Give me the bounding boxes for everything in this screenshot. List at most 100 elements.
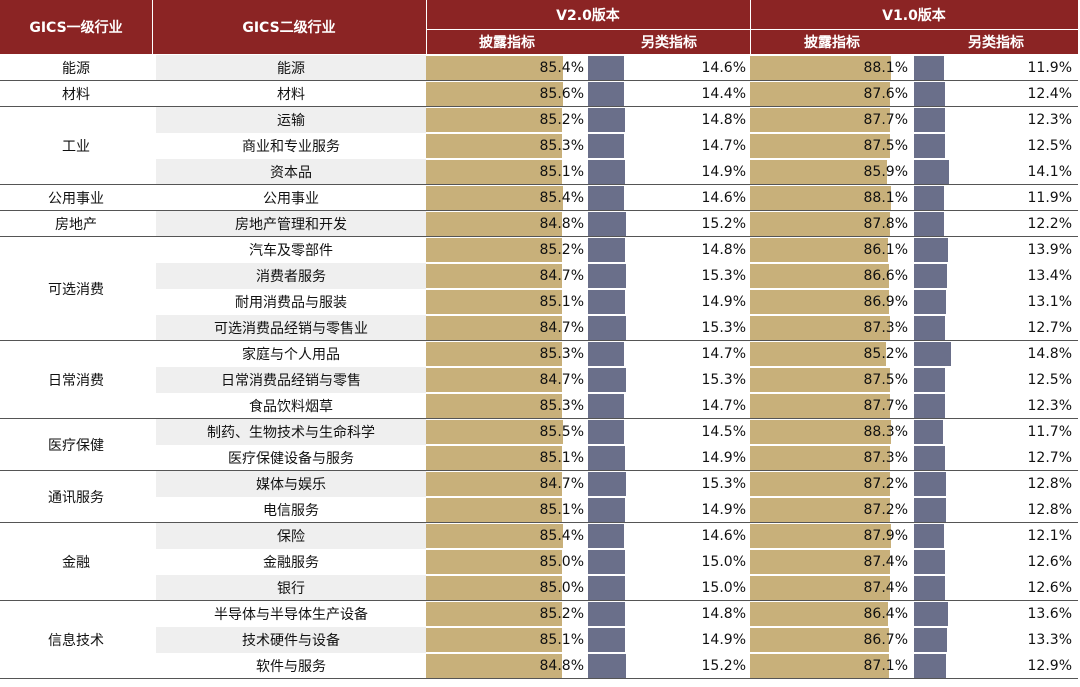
- v1-disclosure-value: 88.1%: [863, 190, 908, 206]
- gics2-label: 商业和专业服务: [242, 139, 340, 155]
- v1-alternative-value: 11.9%: [1027, 60, 1072, 76]
- v2-alternative-cell: 14.6%: [588, 186, 748, 210]
- v2-disclosure-value: 85.1%: [539, 294, 584, 310]
- v2-disclosure-bar: [426, 186, 563, 210]
- gics2-label: 制药、生物技术与生命科学: [156, 419, 426, 445]
- v2-disclosure-bar: [426, 134, 563, 158]
- v2-disclosure-value: 85.2%: [539, 606, 584, 622]
- v2-alternative-cell: 14.9%: [588, 498, 748, 522]
- v2-alternative-value: 14.9%: [701, 450, 746, 466]
- v1-disclosure-bar: [750, 316, 890, 340]
- table-row: 公用事业 85.4% 14.6% 88.1% 11.9%: [152, 185, 1078, 211]
- v2-disclosure-bar: [426, 342, 563, 366]
- v2-disclosure-value: 85.3%: [539, 398, 584, 414]
- v2-disclosure-cell: 85.4%: [426, 186, 586, 210]
- v2-alternative-value: 15.0%: [701, 554, 746, 570]
- v1-alternative-cell: 11.9%: [914, 56, 1074, 80]
- v2-alternative-cell: 14.6%: [588, 524, 748, 548]
- v2-alternative-bar: [588, 316, 626, 340]
- gics2-label: 家庭与个人用品: [242, 347, 340, 363]
- group-separator: [0, 236, 1078, 237]
- v1-alternative-bar: [914, 446, 946, 470]
- v2-alternative-value: 14.9%: [701, 164, 746, 180]
- v1-disclosure-cell: 87.7%: [750, 108, 910, 132]
- v2-disclosure-value: 85.6%: [539, 86, 584, 102]
- v2-alternative-value: 15.3%: [701, 320, 746, 336]
- v1-disclosure-bar: [750, 186, 891, 210]
- gics1-label: 房地产: [0, 211, 152, 237]
- v1-alternative-cell: 12.7%: [914, 446, 1074, 470]
- v1-disclosure-bar: [750, 264, 889, 288]
- gics1-label: 金融: [0, 523, 152, 601]
- v1-alternative-cell: 13.9%: [914, 238, 1074, 262]
- v1-disclosure-value: 85.9%: [863, 164, 908, 180]
- v2-alternative-cell: 15.3%: [588, 316, 748, 340]
- v2-disclosure-bar: [426, 160, 563, 184]
- v2-alternative-value: 14.7%: [701, 398, 746, 414]
- gics1-label: 信息技术: [0, 601, 152, 679]
- v1-disclosure-cell: 86.6%: [750, 264, 910, 288]
- v1-disclosure-bar: [750, 472, 890, 496]
- v1-disclosure-cell: 87.6%: [750, 82, 910, 106]
- v1-alternative-bar: [914, 654, 946, 678]
- gics1-label: 通讯服务: [0, 471, 152, 523]
- v1-disclosure-value: 87.2%: [863, 476, 908, 492]
- v1-alternative-cell: 11.9%: [914, 186, 1074, 210]
- v1-disclosure-value: 87.4%: [863, 554, 908, 570]
- v2-disclosure-bar: [426, 524, 563, 548]
- v1-alternative-value: 12.1%: [1027, 528, 1072, 544]
- v2-disclosure-bar: [426, 316, 562, 340]
- v1-alternative-bar: [914, 394, 945, 418]
- v1-disclosure-cell: 85.2%: [750, 342, 910, 366]
- v2-alternative-bar: [588, 394, 625, 418]
- v1-alternative-value: 13.4%: [1027, 268, 1072, 284]
- v1-disclosure-value: 86.9%: [863, 294, 908, 310]
- v1-disclosure-bar: [750, 524, 891, 548]
- v1-disclosure-value: 87.3%: [863, 450, 908, 466]
- v2-disclosure-cell: 85.3%: [426, 394, 586, 418]
- v2-disclosure-value: 84.8%: [539, 658, 584, 674]
- v1-disclosure-bar: [750, 628, 889, 652]
- gics2-label: 房地产管理和开发: [156, 211, 426, 237]
- v2-alternative-cell: 15.0%: [588, 550, 748, 574]
- v2-alternative-value: 14.4%: [701, 86, 746, 102]
- v2-alternative-bar: [588, 654, 626, 678]
- v1-alternative-bar: [914, 316, 946, 340]
- v2-alternative-cell: 14.6%: [588, 56, 748, 80]
- v2-alternative-bar: [588, 212, 626, 236]
- v1-disclosure-bar: [750, 498, 890, 522]
- v2-alternative-cell: 14.7%: [588, 134, 748, 158]
- header-gics2: GICS二级行业: [152, 0, 426, 54]
- v2-alternative-bar: [588, 368, 626, 392]
- v1-alternative-cell: 12.2%: [914, 212, 1074, 236]
- v1-alternative-value: 12.7%: [1027, 320, 1072, 336]
- v1-alternative-value: 14.8%: [1027, 346, 1072, 362]
- v2-alternative-value: 15.0%: [701, 580, 746, 596]
- v1-disclosure-bar: [750, 368, 890, 392]
- v1-alternative-value: 12.7%: [1027, 450, 1072, 466]
- v2-disclosure-cell: 85.4%: [426, 524, 586, 548]
- v1-alternative-value: 14.1%: [1027, 164, 1072, 180]
- v2-disclosure-cell: 85.1%: [426, 446, 586, 470]
- v1-alternative-cell: 12.5%: [914, 368, 1074, 392]
- v1-alternative-value: 12.8%: [1027, 476, 1072, 492]
- v1-disclosure-value: 87.4%: [863, 580, 908, 596]
- v2-disclosure-bar: [426, 212, 562, 236]
- v2-alternative-bar: [588, 82, 624, 106]
- v1-disclosure-bar: [750, 290, 890, 314]
- v1-disclosure-bar: [750, 550, 890, 574]
- v1-disclosure-value: 87.7%: [863, 398, 908, 414]
- v1-disclosure-bar: [750, 394, 891, 418]
- v2-disclosure-bar: [426, 108, 563, 132]
- v2-disclosure-cell: 84.8%: [426, 654, 586, 678]
- v1-alternative-cell: 13.4%: [914, 264, 1074, 288]
- v1-alternative-value: 12.3%: [1027, 398, 1072, 414]
- v1-disclosure-bar: [750, 602, 889, 626]
- v2-disclosure-cell: 85.1%: [426, 290, 586, 314]
- v1-alternative-cell: 12.8%: [914, 472, 1074, 496]
- table-row: 媒体与娱乐 84.7% 15.3% 87.2% 12.8%: [152, 471, 1078, 497]
- v1-disclosure-cell: 86.4%: [750, 602, 910, 626]
- v2-disclosure-value: 84.8%: [539, 216, 584, 232]
- v1-disclosure-cell: 87.2%: [750, 472, 910, 496]
- v2-disclosure-bar: [426, 394, 563, 418]
